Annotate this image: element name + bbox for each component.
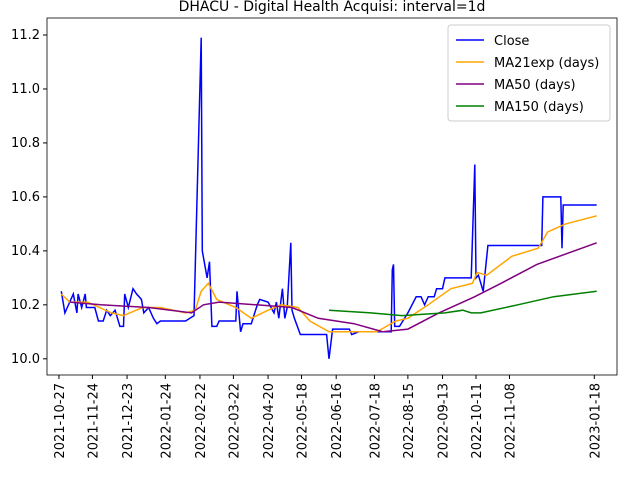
series-line (328, 290, 597, 317)
legend-box (447, 24, 611, 122)
x-tick-label: 2022-04-20 (262, 383, 277, 459)
x-tick-label: 2022-11-08 (503, 383, 518, 459)
x-tick-label: 2021-12-23 (121, 383, 136, 459)
x-tick-label: 2022-01-24 (159, 383, 174, 459)
x-tick-label: 2022-08-15 (402, 383, 417, 459)
x-tick-label: 2022-07-18 (368, 383, 383, 459)
series-line (60, 37, 597, 359)
x-tick-label: 2022-05-18 (296, 383, 311, 459)
y-tick-label: 11.2 (11, 28, 40, 43)
legend-label: MA50 (days) (494, 78, 576, 93)
x-tick-label: 2021-10-27 (53, 383, 68, 459)
x-tick-label: 2021-11-24 (86, 383, 101, 459)
x-tick-label: 2022-09-13 (437, 383, 452, 459)
plot-area (60, 37, 597, 359)
chart-title: DHACU - Digital Health Acquisi: interval… (179, 0, 486, 15)
plot-frame (46, 17, 618, 376)
y-tick-label: 10.8 (11, 136, 40, 151)
y-tick-label: 11.0 (11, 82, 40, 97)
legend-label: Close (494, 34, 529, 49)
y-tick-label: 10.6 (11, 190, 40, 205)
legend-label: MA21exp (days) (494, 56, 599, 71)
y-tick-label: 10.0 (11, 352, 40, 367)
x-tick-label: 2022-10-11 (470, 383, 485, 459)
legend-label: MA150 (days) (494, 100, 584, 115)
x-tick-label: 2022-06-16 (330, 383, 345, 459)
x-tick-label: 2022-03-22 (227, 383, 242, 459)
x-tick-label: 2022-02-22 (194, 383, 209, 459)
y-tick-label: 10.4 (11, 244, 40, 259)
y-tick-label: 10.2 (11, 298, 40, 313)
x-tick-label: 2023-01-18 (588, 383, 603, 459)
series-line (69, 242, 597, 333)
